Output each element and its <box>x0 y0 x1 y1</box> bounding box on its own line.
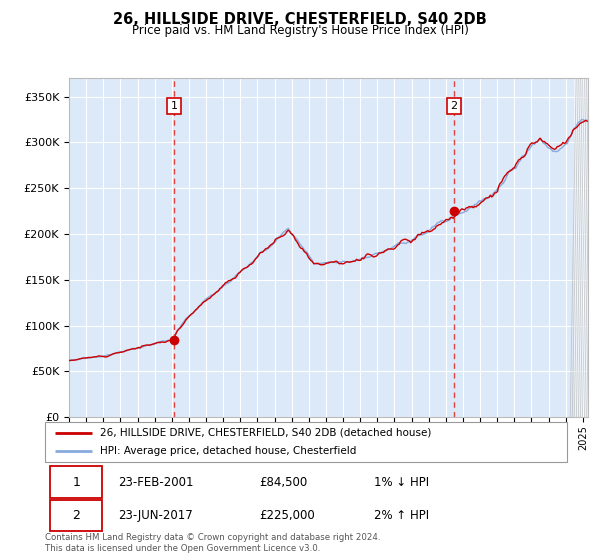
Bar <box>574 78 600 417</box>
Text: 23-FEB-2001: 23-FEB-2001 <box>118 475 194 489</box>
Text: 2: 2 <box>451 101 458 111</box>
Text: 1: 1 <box>170 101 178 111</box>
FancyBboxPatch shape <box>45 422 567 462</box>
Text: 2: 2 <box>73 509 80 522</box>
Text: 1: 1 <box>73 475 80 489</box>
Text: Contains HM Land Registry data © Crown copyright and database right 2024.
This d: Contains HM Land Registry data © Crown c… <box>45 533 380 553</box>
Text: 1% ↓ HPI: 1% ↓ HPI <box>374 475 429 489</box>
FancyBboxPatch shape <box>50 500 103 531</box>
Text: 2% ↑ HPI: 2% ↑ HPI <box>374 509 429 522</box>
Text: 26, HILLSIDE DRIVE, CHESTERFIELD, S40 2DB (detached house): 26, HILLSIDE DRIVE, CHESTERFIELD, S40 2D… <box>100 428 431 437</box>
Text: £225,000: £225,000 <box>259 509 315 522</box>
Text: Price paid vs. HM Land Registry's House Price Index (HPI): Price paid vs. HM Land Registry's House … <box>131 24 469 36</box>
Text: 23-JUN-2017: 23-JUN-2017 <box>118 509 193 522</box>
Text: 26, HILLSIDE DRIVE, CHESTERFIELD, S40 2DB: 26, HILLSIDE DRIVE, CHESTERFIELD, S40 2D… <box>113 12 487 27</box>
Text: £84,500: £84,500 <box>259 475 307 489</box>
Text: HPI: Average price, detached house, Chesterfield: HPI: Average price, detached house, Ches… <box>100 446 356 456</box>
FancyBboxPatch shape <box>50 466 103 498</box>
